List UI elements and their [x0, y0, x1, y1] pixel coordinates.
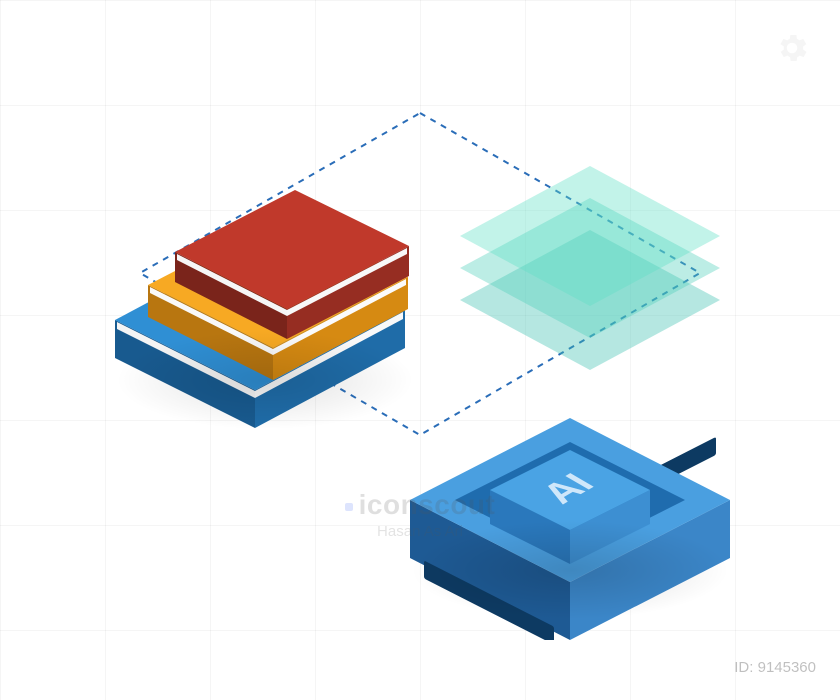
- book-stack-shadow: [115, 330, 415, 430]
- gear-icon: [774, 30, 810, 66]
- ai-server-shadow: [410, 520, 730, 620]
- ai-server: AI: [380, 350, 760, 630]
- asset-id: ID: 9145360: [734, 659, 816, 676]
- illustration-canvas: AI iconscout Hasan As Ari ID: 9145360: [0, 0, 840, 700]
